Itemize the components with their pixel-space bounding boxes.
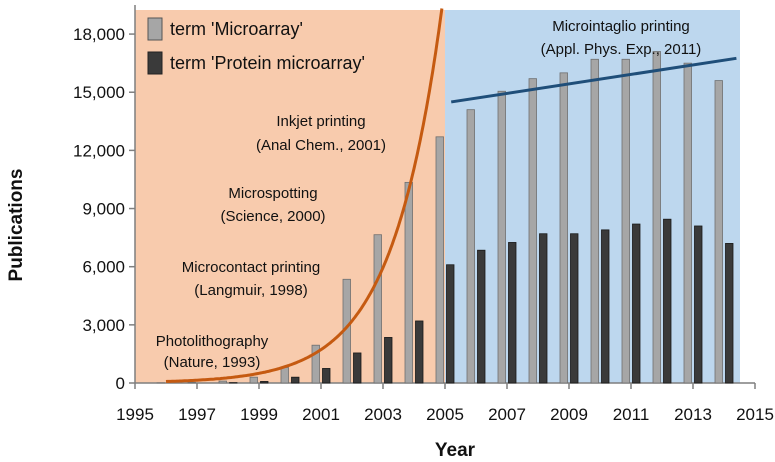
bar-protein-microarray (632, 223, 641, 384)
legend: term 'Microarray' term 'Protein microarr… (147, 17, 365, 75)
bar-protein-microarray (663, 218, 672, 384)
x-axis-title: Year (435, 440, 476, 461)
bar-microarray (621, 58, 630, 384)
bar-protein-microarray (353, 352, 362, 384)
annotation-line2: (Science, 2000) (220, 208, 325, 225)
early-era-region (135, 10, 445, 383)
annotation-inkjet-printing: Inkjet printing (Anal Chem., 2001) (256, 113, 386, 154)
annotation-line1: Microspotting (228, 185, 317, 202)
bar-series (156, 51, 734, 384)
bar-microarray (497, 90, 506, 384)
annotation-microspotting: Microspotting (Science, 2000) (220, 185, 325, 225)
bar-microarray (466, 109, 475, 384)
bar-microarray (435, 136, 444, 384)
y-tick-label: 12,000 (73, 141, 125, 160)
bar-microarray (373, 234, 382, 384)
y-tick-label: 9,000 (82, 200, 125, 219)
y-tick-label: 15,000 (73, 83, 125, 102)
annotation-line2: (Nature, 1993) (164, 354, 261, 371)
bar-microarray (590, 58, 599, 384)
bar-protein-microarray (539, 233, 548, 384)
bar-protein-microarray (415, 320, 424, 384)
bar-protein-microarray (291, 376, 300, 384)
annotation-microcontact-printing: Microcontact printing (Langmuir, 1998) (182, 259, 320, 299)
bar-protein-microarray (725, 243, 734, 384)
x-tick-label: 2009 (550, 405, 588, 424)
bar-microarray (683, 62, 692, 384)
y-tick-labels: 0 3,000 6,000 9,000 12,000 15,000 18,000 (73, 25, 125, 393)
bar-protein-microarray (508, 242, 517, 384)
linear-trend-line (450, 56, 737, 104)
x-tick-labels: 1995 1997 1999 2001 2003 2005 2007 2009 2011 2013… (116, 405, 774, 424)
legend-swatch-protein-microarray (147, 51, 163, 75)
bar-microarray (249, 376, 258, 384)
x-tick-label: 2005 (426, 405, 464, 424)
legend-label-microarray: term 'Microarray' (170, 19, 303, 39)
y-tick-label: 0 (116, 374, 125, 393)
bar-protein-microarray (477, 249, 486, 384)
bar-protein-microarray (322, 368, 331, 384)
exponential-trend-curve (165, 8, 444, 383)
x-tick-label: 1995 (116, 405, 154, 424)
annotation-line2: (Anal Chem., 2001) (256, 137, 386, 154)
bar-protein-microarray (694, 225, 703, 384)
bar-microarray (714, 80, 723, 384)
x-tick-label: 2007 (488, 405, 526, 424)
annotation-line1: Photolithography (156, 333, 269, 350)
bar-microarray (218, 380, 227, 384)
legend-label-protein-microarray: term 'Protein microarray' (170, 53, 365, 73)
x-tick-label: 2011 (613, 405, 650, 424)
x-tick-label: 2013 (674, 405, 712, 424)
legend-swatch-microarray (147, 17, 163, 41)
x-tick-label: 1999 (240, 405, 278, 424)
y-tick-label: 3,000 (82, 316, 125, 335)
y-axis-title: Publications (6, 169, 27, 282)
annotation-line2: (Langmuir, 1998) (194, 282, 307, 299)
bar-microarray (404, 181, 413, 384)
trend-lines (165, 8, 737, 383)
annotation-line1: Microcontact printing (182, 259, 320, 276)
x-tick-label: 2015 (736, 405, 774, 424)
bar-protein-microarray (446, 264, 455, 384)
bar-microarray (559, 72, 568, 384)
x-tick-label: 1997 (178, 405, 216, 424)
axes (129, 5, 756, 389)
bar-microarray (311, 344, 320, 384)
annotation-photolithography: Photolithography (Nature, 1993) (156, 333, 269, 371)
bar-microarray (187, 381, 196, 384)
bar-protein-microarray (260, 381, 269, 384)
bar-microarray (652, 51, 661, 384)
bar-protein-microarray (601, 229, 610, 384)
annotation-microintaglio-printing: Microintaglio printing (Appl. Phys. Exp.… (541, 18, 702, 58)
annotation-line1: Microintaglio printing (552, 18, 690, 35)
annotation-line2: (Appl. Phys. Exp., 2011) (541, 41, 702, 58)
bar-protein-microarray (570, 233, 579, 384)
bar-microarray (280, 367, 289, 384)
bar-microarray (528, 78, 537, 384)
y-tick-label: 6,000 (82, 258, 125, 277)
y-tick-label: 18,000 (73, 25, 125, 44)
x-tick-label: 2003 (364, 405, 402, 424)
annotation-line1: Inkjet printing (276, 113, 365, 130)
x-tick-label: 2001 (302, 405, 340, 424)
bar-protein-microarray (384, 337, 393, 384)
